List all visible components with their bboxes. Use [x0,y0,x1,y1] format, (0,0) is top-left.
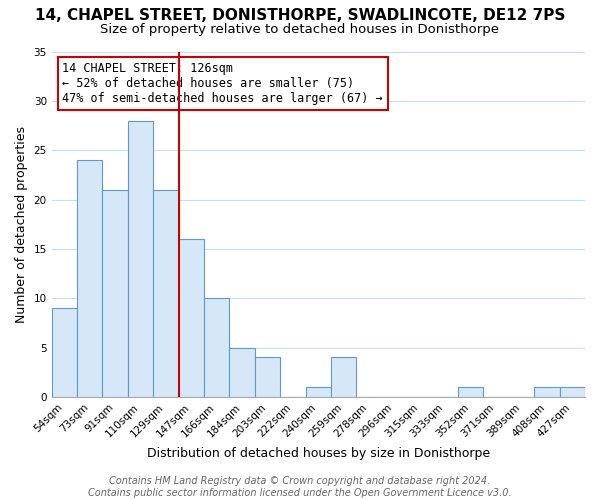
Text: 14 CHAPEL STREET: 126sqm
← 52% of detached houses are smaller (75)
47% of semi-d: 14 CHAPEL STREET: 126sqm ← 52% of detach… [62,62,383,105]
Bar [204,298,229,397]
Bar [331,358,356,397]
Bar [229,348,255,397]
Bar [153,190,179,397]
Bar [458,387,484,397]
Bar [255,358,280,397]
Bar [77,160,103,397]
Text: Size of property relative to detached houses in Donisthorpe: Size of property relative to detached ho… [101,22,499,36]
Bar [179,239,204,397]
Bar [103,190,128,397]
Bar [305,387,331,397]
Bar [534,387,560,397]
Text: 14, CHAPEL STREET, DONISTHORPE, SWADLINCOTE, DE12 7PS: 14, CHAPEL STREET, DONISTHORPE, SWADLINC… [35,8,565,22]
Bar [52,308,77,397]
X-axis label: Distribution of detached houses by size in Donisthorpe: Distribution of detached houses by size … [147,447,490,460]
Bar [128,120,153,397]
Bar [560,387,585,397]
Y-axis label: Number of detached properties: Number of detached properties [15,126,28,322]
Text: Contains HM Land Registry data © Crown copyright and database right 2024.
Contai: Contains HM Land Registry data © Crown c… [88,476,512,498]
